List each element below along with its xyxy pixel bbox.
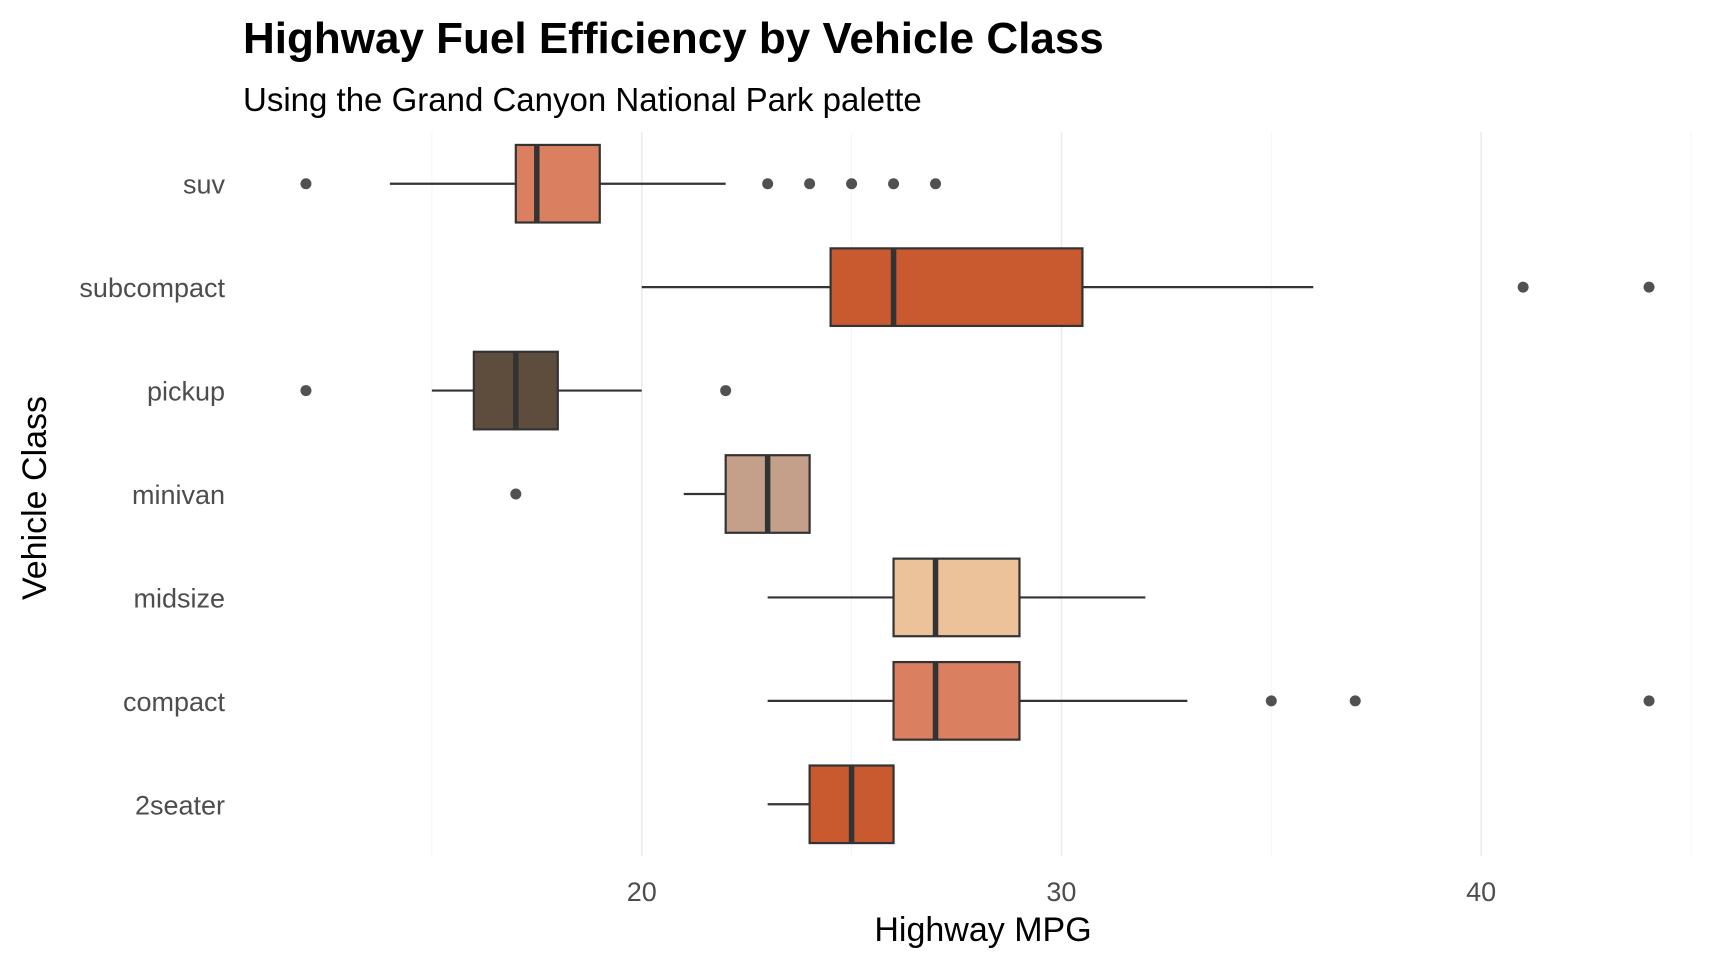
y-tick-label-pickup: pickup bbox=[147, 377, 225, 407]
box-minivan bbox=[510, 454, 811, 534]
x-tick-label-40: 40 bbox=[1466, 877, 1496, 907]
y-tick-label-midsize: midsize bbox=[133, 583, 225, 613]
outlier-suv-1 bbox=[762, 178, 774, 190]
box-suv bbox=[300, 143, 942, 224]
y-tick-label-compact: compact bbox=[123, 687, 226, 717]
x-tick-label-20: 20 bbox=[627, 877, 657, 907]
outlier-suv-4 bbox=[888, 178, 900, 190]
outlier-pickup-1 bbox=[720, 385, 732, 397]
y-tick-label-2seater: 2seater bbox=[135, 790, 225, 820]
outlier-compact-1 bbox=[1349, 695, 1361, 707]
iqr-box-suv bbox=[514, 143, 601, 224]
box-subcompact bbox=[641, 247, 1655, 328]
outlier-suv-0 bbox=[300, 178, 312, 190]
outlier-pickup-0 bbox=[300, 385, 312, 397]
x-axis-title: Highway MPG bbox=[874, 911, 1091, 949]
chart-title: Highway Fuel Efficiency by Vehicle Class bbox=[243, 14, 1104, 63]
iqr-box-subcompact bbox=[829, 247, 1084, 328]
box-2seater bbox=[767, 764, 895, 845]
y-axis-title: Vehicle Class bbox=[16, 396, 54, 600]
boxes bbox=[300, 143, 1655, 845]
y-tick-label-subcompact: subcompact bbox=[79, 273, 225, 303]
outlier-compact-0 bbox=[1265, 695, 1277, 707]
box-midsize bbox=[767, 557, 1146, 638]
iqr-box-compact bbox=[892, 660, 1021, 741]
gridlines bbox=[431, 132, 1692, 856]
y-tick-label-suv: suv bbox=[183, 170, 226, 200]
outlier-minivan-0 bbox=[510, 488, 522, 500]
chart-subtitle: Using the Grand Canyon National Park pal… bbox=[243, 81, 922, 118]
outlier-suv-5 bbox=[930, 178, 942, 190]
outlier-suv-2 bbox=[804, 178, 816, 190]
outlier-subcompact-1 bbox=[1643, 281, 1655, 293]
outlier-suv-3 bbox=[846, 178, 858, 190]
x-axis-tick-labels: 20 30 40 bbox=[627, 877, 1496, 907]
y-axis-tick-labels: 2seater compact midsize minivan pickup subcom… bbox=[79, 170, 225, 821]
iqr-box-midsize bbox=[892, 557, 1021, 638]
outlier-subcompact-0 bbox=[1517, 281, 1529, 293]
box-pickup bbox=[300, 350, 732, 431]
box-compact bbox=[767, 660, 1655, 741]
outlier-compact-2 bbox=[1643, 695, 1655, 707]
x-tick-label-30: 30 bbox=[1046, 877, 1076, 907]
y-tick-label-minivan: minivan bbox=[132, 480, 225, 510]
